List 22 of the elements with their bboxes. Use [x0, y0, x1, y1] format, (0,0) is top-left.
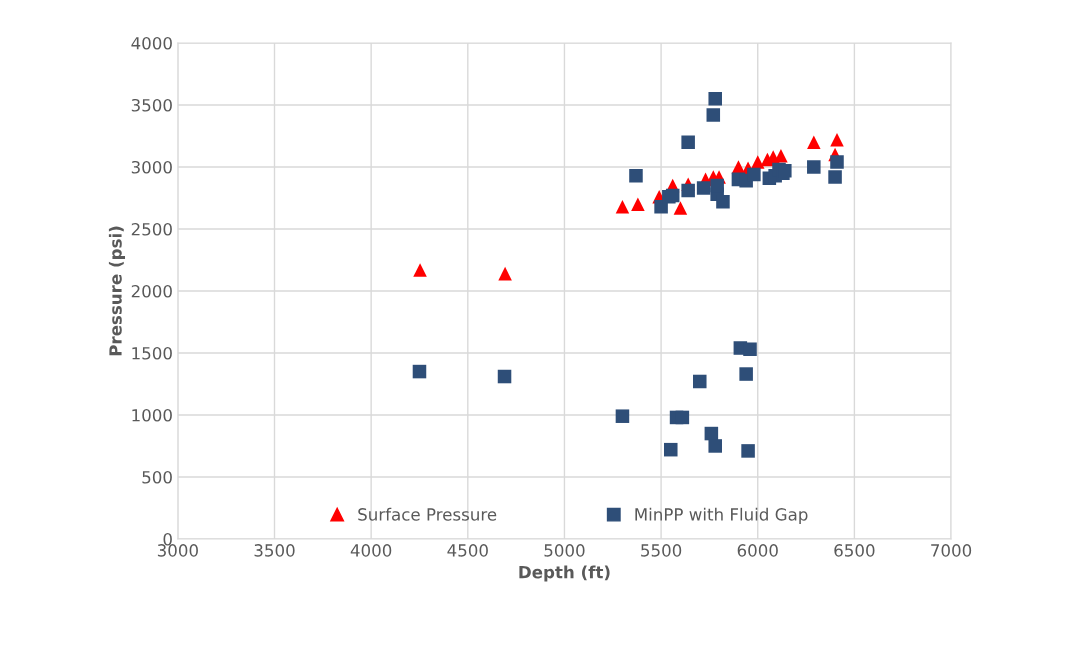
y-tick-label: 2500 — [131, 222, 172, 236]
x-tick-label: 6000 — [737, 544, 778, 557]
x-tick-label: 5500 — [641, 544, 682, 557]
x-tick-label: 7000 — [931, 544, 972, 557]
x-tick-label: 3000 — [157, 544, 198, 557]
x-tick-label: 3500 — [254, 544, 295, 557]
legend-label: MinPP with Fluid Gap — [635, 507, 808, 524]
y-tick-label: 4000 — [131, 36, 172, 50]
x-tick-label: 4500 — [447, 544, 488, 557]
y-axis-title: Pressure (psi) — [108, 226, 126, 356]
x-tick-label: 6500 — [834, 544, 875, 557]
y-tick-label: 2000 — [131, 284, 172, 298]
x-tick-label: 5000 — [544, 544, 585, 557]
y-tick-label: 1500 — [132, 346, 172, 360]
x-tick-label: 4000 — [350, 544, 392, 557]
x-axis-title: Depth (ft) — [519, 565, 610, 582]
legend-label: Surface Pressure — [358, 507, 497, 521]
y-tick-label: 500 — [142, 470, 172, 484]
y-tick-label: 0 — [163, 532, 172, 546]
y-tick-label: 3000 — [131, 160, 172, 174]
y-tick-label: 3500 — [131, 98, 172, 112]
y-tick-label: 1000 — [132, 408, 172, 422]
